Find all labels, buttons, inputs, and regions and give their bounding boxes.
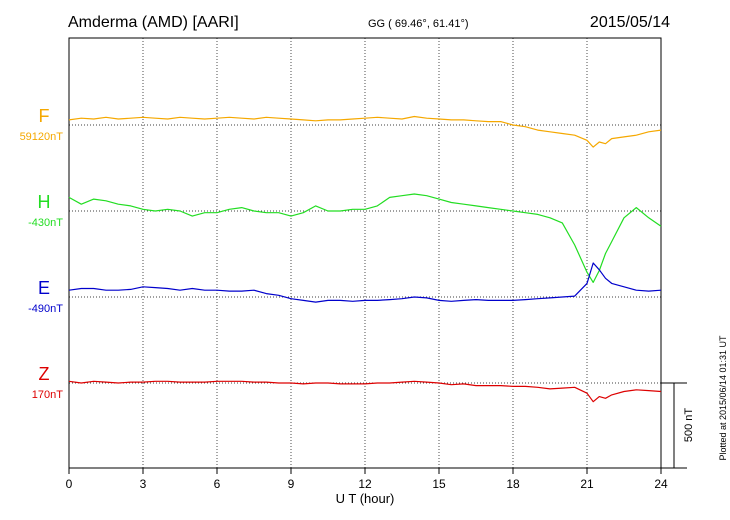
traces	[68, 115, 662, 403]
x-tick-label: 3	[140, 477, 147, 491]
plot-date: 2015/05/14	[590, 14, 670, 31]
plot-frame	[68, 37, 662, 469]
baseline-value-z: 170nT	[32, 389, 63, 401]
x-axis-title: U T (hour)	[336, 491, 395, 506]
x-tick-label: 24	[654, 477, 668, 491]
component-labels: F 59120nT H -430nT E -490nT Z 170nT	[20, 106, 64, 401]
x-tick-label: 21	[580, 477, 594, 491]
grid-lines	[69, 38, 661, 468]
baseline-value-h: -430nT	[28, 217, 63, 229]
scale-bar: 500 nT	[661, 382, 695, 469]
baseline-value-f: 59120nT	[20, 131, 64, 143]
trace-h	[68, 193, 662, 283]
component-label-f: F	[39, 106, 50, 126]
component-label-z: Z	[39, 364, 50, 384]
component-label-e: E	[38, 278, 50, 298]
station-coordinates: GG ( 69.46°, 61.41°)	[368, 18, 469, 30]
baseline-value-e: -490nT	[28, 303, 63, 315]
x-tick-label: 0	[66, 477, 73, 491]
x-tick-label: 6	[214, 477, 221, 491]
trace-z	[68, 380, 662, 403]
x-tick-label: 9	[288, 477, 295, 491]
x-tick-label: 18	[506, 477, 520, 491]
station-title: Amderma (AMD) [AARI]	[68, 14, 239, 31]
plotted-timestamp: Plotted at 2015/06/14 01:31 UT	[718, 335, 728, 461]
scale-bar-label: 500 nT	[683, 408, 695, 443]
x-tick-label: 15	[432, 477, 446, 491]
trace-f	[68, 115, 662, 148]
x-axis-ticks: 0 3 6 9 12 15 18 21 24	[66, 468, 668, 491]
trace-e	[68, 262, 662, 303]
x-tick-label: 12	[358, 477, 372, 491]
component-label-h: H	[38, 192, 51, 212]
